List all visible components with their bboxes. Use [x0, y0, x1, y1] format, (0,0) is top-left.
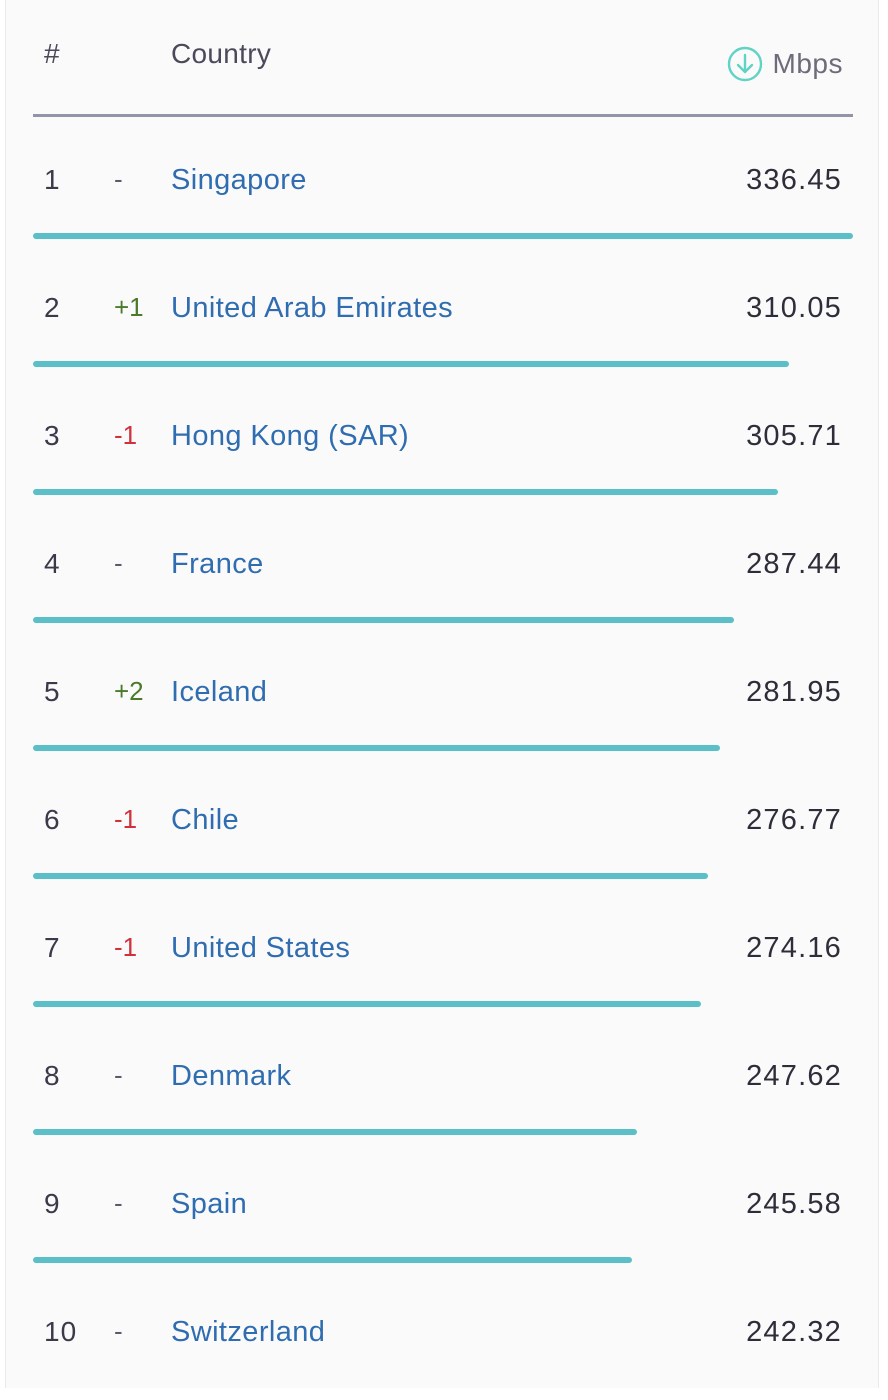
rank-value: 7	[44, 932, 61, 963]
ranking-table: # Country Mbps 1 - Singapore 336.45 2 +1 Unite…	[5, 0, 879, 1388]
table-row: 2 +1 United Arab Emirates 310.05	[6, 248, 878, 376]
speed-value: 281.95	[746, 676, 842, 708]
rank-change: -1	[114, 804, 138, 834]
header-divider	[33, 114, 853, 117]
rank-value: 3	[44, 420, 61, 451]
speed-value: 336.45	[746, 164, 842, 196]
country-link[interactable]: Switzerland	[171, 1316, 326, 1348]
speed-unit-label: Mbps	[772, 48, 843, 79]
rank-value: 2	[44, 292, 61, 323]
speed-bar	[33, 617, 734, 623]
table-row: 8 - Denmark 247.62	[6, 1016, 878, 1144]
country-link[interactable]: United Arab Emirates	[171, 292, 454, 324]
rank-value: 10	[44, 1316, 78, 1347]
speed-bar	[33, 1257, 632, 1263]
country-link[interactable]: Singapore	[171, 164, 307, 196]
speed-value: 305.71	[746, 420, 842, 452]
table-row: 5 +2 Iceland 281.95	[6, 632, 878, 760]
rank-change: +2	[114, 676, 144, 706]
country-column-header: Country	[171, 38, 272, 69]
rank-value: 1	[44, 164, 61, 195]
speed-column-header: Mbps	[727, 46, 843, 82]
table-row: 1 - Singapore 336.45	[6, 120, 878, 248]
country-link[interactable]: Spain	[171, 1188, 248, 1220]
speed-bar	[33, 361, 789, 367]
rank-change: -	[114, 164, 123, 194]
rank-change: -	[114, 1188, 123, 1218]
table-row: 6 -1 Chile 276.77	[6, 760, 878, 888]
country-link[interactable]: Hong Kong (SAR)	[171, 420, 410, 452]
country-link[interactable]: France	[171, 548, 264, 580]
speed-value: 276.77	[746, 804, 842, 836]
speed-bar	[33, 233, 853, 239]
rank-change: -	[114, 548, 123, 578]
table-row: 4 - France 287.44	[6, 504, 878, 632]
rank-value: 5	[44, 676, 61, 707]
country-link[interactable]: United States	[171, 932, 351, 964]
table-row: 3 -1 Hong Kong (SAR) 305.71	[6, 376, 878, 504]
table-row: 7 -1 United States 274.16	[6, 888, 878, 1016]
speed-value: 274.16	[746, 932, 842, 964]
country-link[interactable]: Denmark	[171, 1060, 292, 1092]
speed-value: 245.58	[746, 1188, 842, 1220]
table-row: 10 - Switzerland 242.32	[6, 1272, 878, 1400]
rank-change: -	[114, 1316, 123, 1346]
rank-change: -1	[114, 932, 138, 962]
country-link[interactable]: Iceland	[171, 676, 268, 708]
country-link[interactable]: Chile	[171, 804, 240, 836]
speed-value: 310.05	[746, 292, 842, 324]
rank-value: 9	[44, 1188, 61, 1219]
speed-value: 247.62	[746, 1060, 842, 1092]
rank-change: -	[114, 1060, 123, 1090]
speed-bar	[33, 745, 720, 751]
speed-bar	[33, 489, 778, 495]
speed-bar	[33, 1001, 701, 1007]
rank-value: 8	[44, 1060, 61, 1091]
rank-column-header: #	[44, 38, 60, 69]
table-header: # Country Mbps	[6, 0, 878, 120]
speed-value: 242.32	[746, 1316, 842, 1348]
speed-value: 287.44	[746, 548, 842, 580]
speed-bar	[33, 873, 708, 879]
speed-bar	[33, 1129, 637, 1135]
download-arrow-icon	[727, 46, 763, 82]
table-row: 9 - Spain 245.58	[6, 1144, 878, 1272]
rank-value: 6	[44, 804, 61, 835]
rank-change: -1	[114, 420, 138, 450]
rank-value: 4	[44, 548, 61, 579]
rank-change: +1	[114, 292, 144, 322]
